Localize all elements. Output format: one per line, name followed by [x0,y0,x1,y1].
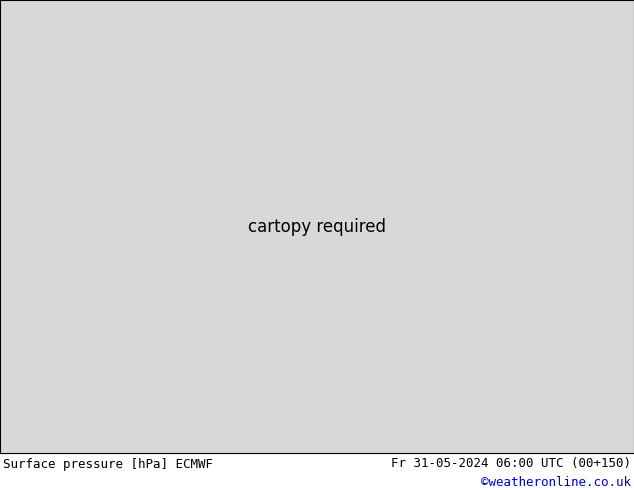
Text: cartopy required: cartopy required [248,218,386,236]
Text: ©weatheronline.co.uk: ©weatheronline.co.uk [481,476,631,489]
Text: Fr 31-05-2024 06:00 UTC (00+150): Fr 31-05-2024 06:00 UTC (00+150) [391,457,631,470]
Text: Surface pressure [hPa] ECMWF: Surface pressure [hPa] ECMWF [3,458,213,471]
